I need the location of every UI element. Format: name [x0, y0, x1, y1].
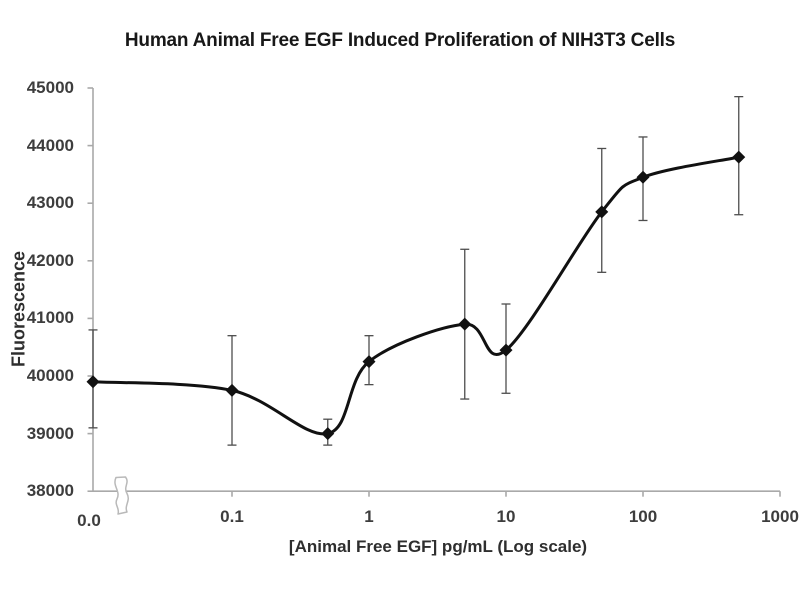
y-tick-label: 43000 [26, 193, 74, 213]
y-tick-label: 41000 [26, 308, 74, 328]
x-tick-label: 100 [628, 507, 658, 526]
chart-title: Human Animal Free EGF Induced Proliferat… [124, 30, 676, 51]
x-tick-label: 1000 [761, 507, 799, 526]
y-tick-label: 44000 [26, 135, 74, 155]
y-tick-label: 40000 [26, 366, 74, 385]
x-tick-label: 10 [496, 507, 516, 526]
x-axis-title: [Animal Free EGF] pg/mL (Log scale) [288, 537, 588, 556]
y-tick-label: 42000 [26, 250, 74, 270]
y-tick-label: 39000 [26, 423, 74, 443]
x-tick-label: 0.0 [77, 511, 101, 530]
x-tick-label: 0.1 [220, 507, 244, 526]
x-tick-label: 1 [364, 507, 374, 526]
y-tick-label: 45000 [26, 78, 74, 97]
y-tick-label: 38000 [26, 481, 74, 501]
